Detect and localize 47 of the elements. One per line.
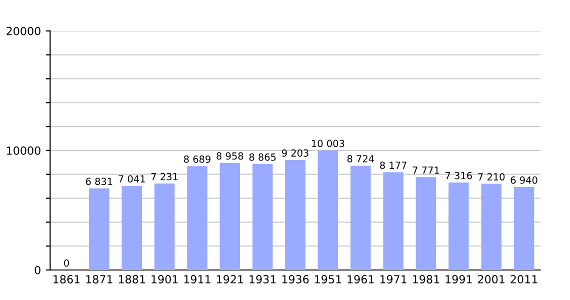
y-tick-label: 10000 (7, 146, 40, 155)
bar (154, 184, 175, 270)
x-tick-label: 1911 (184, 275, 210, 284)
data-label: 0 (64, 259, 69, 267)
bar (318, 150, 338, 270)
x-tick-label: 1936 (282, 275, 309, 284)
x-tick-label: 1961 (348, 275, 374, 284)
y-tick-label: 20000 (6, 26, 40, 36)
bar (220, 162, 240, 270)
data-label: 7 210 (478, 173, 505, 181)
data-label: 7 316 (446, 172, 472, 180)
data-label: 7 041 (118, 175, 145, 183)
data-label: 8 724 (347, 155, 374, 162)
data-label: 6 940 (510, 176, 538, 184)
x-tick-label: 1981 (413, 275, 440, 284)
x-tick-label: 1901 (152, 275, 178, 284)
bar (187, 166, 208, 270)
x-tick-label: 1881 (118, 275, 145, 284)
x-tick-label: 1921 (216, 275, 244, 284)
data-label: 9 203 (282, 149, 308, 157)
x-tick-label: 1971 (380, 275, 406, 284)
data-label: 6 831 (86, 178, 112, 186)
data-label: 8 689 (184, 155, 210, 163)
data-label: 7 231 (151, 172, 178, 180)
data-label: 7 771 (412, 166, 439, 174)
bar (350, 166, 371, 270)
y-tick-label: 0 (34, 266, 40, 274)
bar (416, 177, 436, 270)
bar (89, 188, 110, 270)
x-tick-label: 2011 (510, 275, 538, 284)
data-label: 8 177 (380, 162, 406, 169)
x-tick-label: 1871 (86, 275, 112, 284)
bar (252, 164, 273, 270)
x-tick-label: 1861 (54, 275, 80, 284)
bar (383, 172, 404, 270)
x-tick-label: 2001 (478, 275, 504, 284)
bar (448, 182, 469, 270)
bar (285, 160, 306, 270)
x-tick-label: 1991 (446, 275, 472, 284)
bar (122, 186, 142, 270)
data-label: 10 003 (312, 140, 344, 148)
x-tick-label: 1931 (250, 275, 276, 284)
data-label: 8 865 (249, 153, 276, 161)
x-tick-label: 1951 (315, 275, 342, 284)
data-label: 8 958 (216, 152, 244, 160)
bar (481, 184, 502, 270)
bar (514, 187, 534, 270)
